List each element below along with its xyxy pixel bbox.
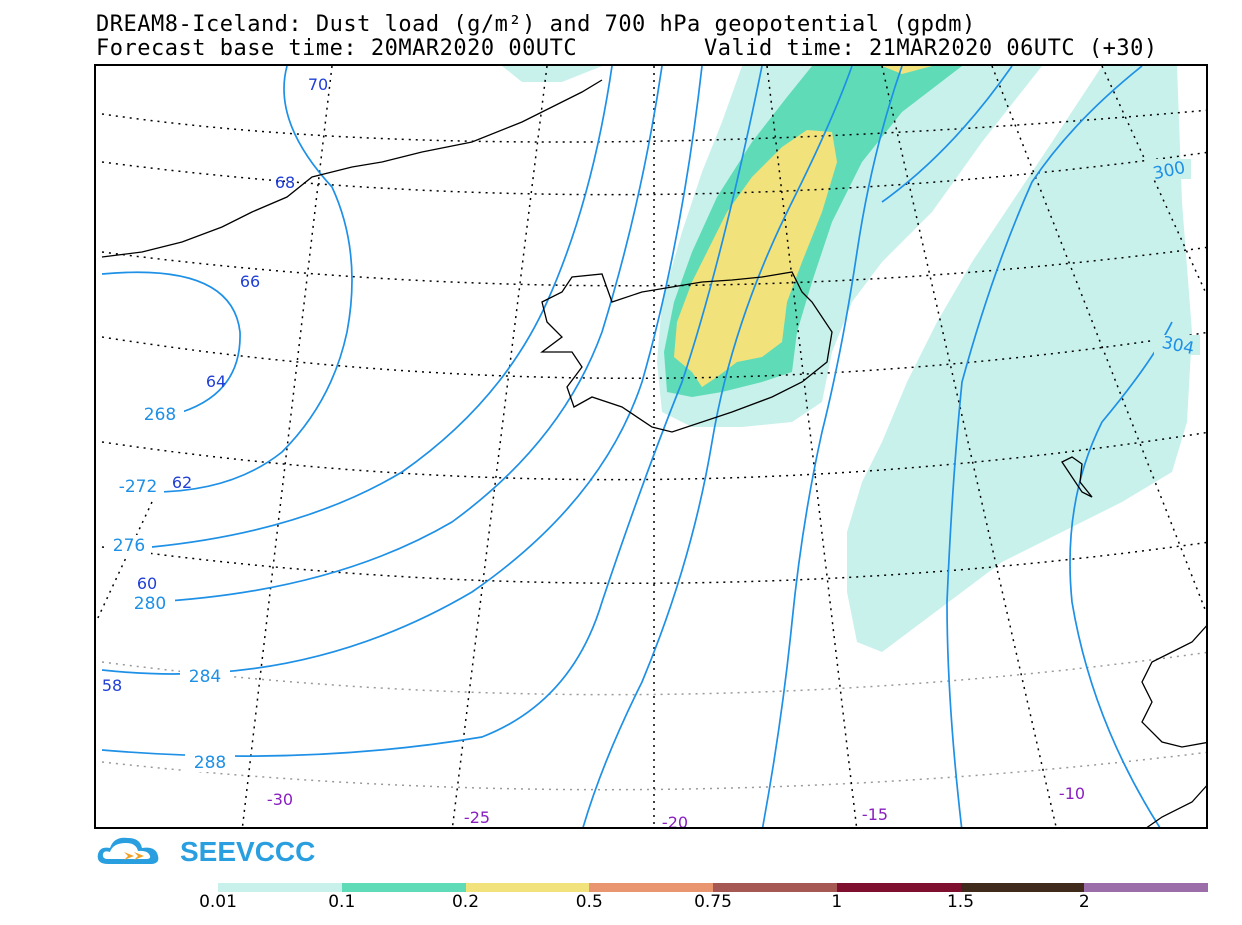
coastlines [101, 79, 1206, 827]
valid-time: Valid time: 21MAR2020 06UTC (+30) [704, 36, 1158, 61]
contour-labels: 268 -272 276 280 284 288 300 304 [105, 158, 1200, 773]
map-panel: 70 68 66 64 62 60 58 -30 -25 -20 -15 -10… [94, 64, 1208, 829]
label-mask [136, 404, 184, 424]
colorbar [218, 883, 1208, 892]
graticule-line [101, 751, 1206, 791]
colorbar-tick-label: 2 [1078, 892, 1090, 912]
contour-line [101, 66, 703, 675]
contour-line [151, 66, 613, 548]
graticule [96, 66, 1206, 827]
faroe-coast [1061, 456, 1093, 498]
lon-label: -10 [1059, 784, 1085, 803]
label-mask [1154, 335, 1200, 355]
contour-label: 268 [144, 405, 176, 425]
contour-label: 280 [134, 594, 166, 614]
colorbar-segment [1084, 883, 1208, 892]
lat-label: 62 [172, 473, 192, 492]
map-title: DREAM8-Iceland: Dust load (g/m²) and 700… [96, 12, 976, 37]
lat-label: 60 [137, 574, 157, 593]
norway-coast [1141, 625, 1206, 748]
contour-label: 288 [194, 753, 226, 773]
lon-label: -20 [662, 813, 688, 829]
meridian [766, 66, 858, 827]
dust-area-lightest [847, 66, 1192, 652]
seevccc-logo: SEEVCCC [94, 832, 324, 872]
lat-label: 68 [275, 173, 295, 192]
meridian [241, 66, 333, 827]
contour-line [1069, 321, 1173, 827]
graticule-line [101, 651, 1206, 696]
colorbar-tick-label: 0.5 [575, 892, 603, 912]
contour-line [151, 66, 353, 493]
meridian [96, 501, 153, 623]
contour-label: -272 [119, 477, 158, 497]
dust-shading [502, 66, 1192, 652]
iceland-coast [540, 271, 833, 433]
contour-line [946, 66, 1143, 827]
contour-label: 276 [113, 536, 145, 556]
geopotential-contours [101, 66, 1173, 827]
contour-label: 284 [189, 667, 221, 687]
colorbar-segment [341, 883, 466, 892]
dust-area-medium [882, 66, 932, 74]
colorbar-segment [836, 883, 961, 892]
lon-label: -15 [862, 805, 888, 824]
colorbar-tick-label: 0.2 [451, 892, 480, 912]
colorbar-segment [713, 883, 837, 892]
meridian [991, 66, 1206, 614]
colorbar-segment [218, 883, 342, 892]
lon-label: -30 [267, 790, 293, 809]
graticule-line [101, 541, 1206, 585]
colorbar-tick-label: 0.75 [694, 892, 732, 912]
lon-label: -25 [464, 808, 490, 827]
contour-line [101, 66, 763, 757]
label-mask [185, 752, 235, 772]
label-mask [1145, 159, 1191, 179]
dust-area-lightest [502, 66, 602, 82]
colorbar-tick-label: 1.5 [946, 892, 975, 912]
meridian [451, 66, 548, 827]
label-mask [180, 666, 230, 686]
colorbar-tick-label: 1 [831, 892, 843, 912]
latitude-labels: 70 68 66 64 62 60 58 [102, 75, 328, 695]
norway-coast [1146, 785, 1206, 827]
greenland-coast [101, 79, 603, 258]
forecast-base-time: Forecast base time: 20MAR2020 00UTC [96, 36, 578, 61]
colorbar-segment [960, 883, 1085, 892]
longitude-labels: -30 -25 -20 -15 -10 [267, 784, 1085, 829]
colorbar-segment [465, 883, 590, 892]
cloud-icon [97, 837, 159, 864]
contour-line [761, 66, 903, 827]
label-mask [123, 593, 175, 613]
lat-label: 66 [240, 272, 260, 291]
colorbar-segment [589, 883, 713, 892]
colorbar-tick-label: 0.01 [199, 892, 237, 912]
colorbar-tick-label: 0.1 [328, 892, 356, 912]
lat-label: 70 [308, 75, 328, 94]
label-mask [112, 476, 164, 496]
dust-load-map: 70 68 66 64 62 60 58 -30 -25 -20 -15 -10… [96, 66, 1206, 829]
contour-line [151, 66, 663, 603]
contour-line [101, 271, 241, 413]
forecast-time-line: Forecast base time: 20MAR2020 00UTC Valid… [96, 36, 1157, 61]
contour-line [582, 66, 853, 827]
contour-line [881, 66, 1013, 203]
lat-label: 58 [102, 676, 122, 695]
meridian [881, 66, 1057, 827]
label-mask [105, 535, 151, 555]
meridian [1101, 66, 1206, 296]
logo-text: SEEVCCC [180, 836, 316, 867]
lat-label: 64 [206, 372, 226, 391]
